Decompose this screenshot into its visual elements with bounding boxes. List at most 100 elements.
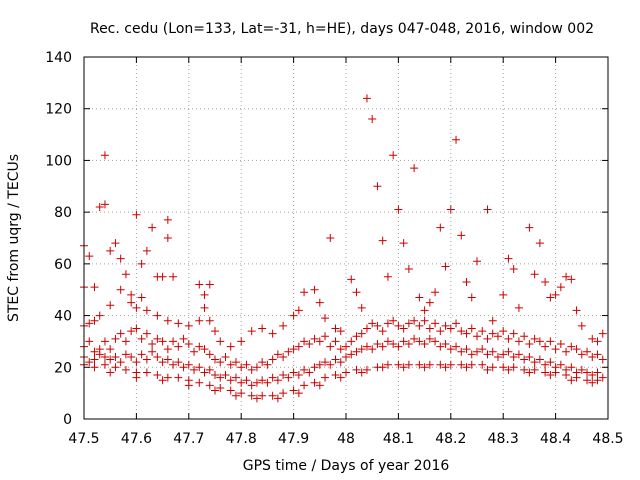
data-point	[462, 345, 471, 354]
axis-ticks	[83, 56, 609, 420]
data-point	[420, 340, 429, 349]
data-point	[431, 288, 440, 297]
data-point	[425, 324, 434, 333]
data-point	[541, 277, 550, 286]
data-point	[567, 376, 576, 385]
data-point	[294, 306, 303, 315]
data-point	[431, 337, 440, 346]
data-point	[247, 381, 256, 390]
data-point	[85, 337, 94, 346]
x-tick-label: 48	[337, 431, 355, 447]
data-point	[525, 340, 534, 349]
data-point	[258, 376, 267, 385]
data-point	[441, 262, 450, 271]
data-point	[216, 337, 225, 346]
data-point	[226, 342, 235, 351]
data-point	[546, 358, 555, 367]
data-point	[100, 337, 109, 346]
data-point	[556, 283, 565, 292]
data-point	[284, 373, 293, 382]
data-point	[237, 378, 246, 387]
data-point	[493, 352, 502, 361]
data-point	[336, 327, 345, 336]
data-point	[300, 337, 309, 346]
data-point	[598, 355, 607, 364]
data-point	[315, 298, 324, 307]
data-point	[148, 223, 157, 232]
data-point	[273, 394, 282, 403]
data-point	[383, 272, 392, 281]
data-point	[174, 358, 183, 367]
data-point	[383, 319, 392, 328]
data-point	[535, 337, 544, 346]
y-tick-label: 120	[45, 102, 72, 118]
data-point	[389, 151, 398, 160]
data-point	[300, 365, 309, 374]
data-point	[530, 365, 539, 374]
data-point	[305, 368, 314, 377]
data-point	[106, 345, 115, 354]
data-point	[493, 332, 502, 341]
data-point	[326, 360, 335, 369]
data-point	[106, 368, 115, 377]
x-tick-label: 47.7	[173, 431, 204, 447]
data-point	[211, 355, 219, 364]
data-point	[137, 293, 146, 302]
data-point	[226, 376, 235, 385]
data-point	[441, 321, 450, 330]
x-tick-label: 47.5	[68, 431, 99, 447]
data-point	[252, 363, 261, 372]
data-point	[158, 358, 167, 367]
data-point	[420, 316, 429, 325]
data-point	[357, 345, 366, 354]
data-point	[85, 319, 94, 328]
data-point	[142, 355, 151, 364]
data-point	[163, 345, 172, 354]
data-point	[436, 327, 445, 336]
data-point	[378, 236, 387, 245]
data-point	[268, 391, 277, 400]
data-point	[179, 334, 188, 343]
data-point	[100, 360, 109, 369]
data-point	[258, 358, 267, 367]
data-point	[378, 363, 387, 372]
data-point	[410, 334, 419, 343]
x-tick-label: 48.2	[435, 431, 466, 447]
data-point	[473, 332, 481, 341]
data-point	[305, 340, 314, 349]
data-point	[362, 342, 371, 351]
data-point	[504, 254, 513, 263]
tick-labels: 47.5 47.6 47.7 47.8 47.9 48 48.1 48.2 48.3 48.4 48…	[45, 50, 623, 447]
data-point	[289, 386, 298, 395]
data-point	[216, 383, 225, 392]
data-point	[488, 316, 497, 325]
data-point	[567, 342, 576, 351]
x-axis-title: GPS time / Days of year 2016	[243, 458, 450, 474]
data-point	[373, 182, 382, 191]
data-point	[247, 365, 256, 374]
data-point	[184, 360, 193, 369]
data-point	[357, 368, 366, 377]
data-point	[541, 368, 550, 377]
data-point	[488, 363, 497, 372]
data-point	[535, 355, 544, 364]
data-point	[551, 368, 560, 377]
data-point	[132, 358, 141, 367]
data-point	[179, 363, 188, 372]
data-point	[273, 350, 282, 359]
data-point	[200, 303, 209, 312]
data-point	[273, 376, 282, 385]
data-point	[294, 342, 303, 351]
data-point	[90, 355, 99, 364]
data-point	[572, 306, 581, 315]
data-point	[195, 342, 204, 351]
data-point	[452, 342, 461, 351]
data-point	[95, 311, 104, 320]
data-point	[499, 363, 508, 372]
y-tick-label: 40	[54, 309, 72, 325]
data-point	[258, 324, 267, 333]
data-point	[321, 373, 330, 382]
x-tick-label: 47.8	[226, 431, 257, 447]
data-point	[289, 345, 298, 354]
data-point	[153, 334, 162, 343]
